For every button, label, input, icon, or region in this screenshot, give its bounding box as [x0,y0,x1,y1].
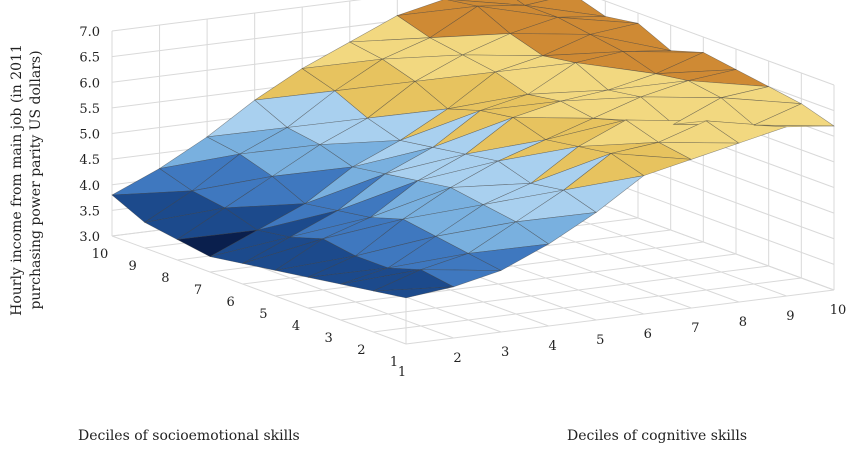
surface-facet [562,175,644,213]
cognitive-tick-label: 3 [501,345,509,360]
z-tick-label: 3.0 [79,230,100,245]
surface-facet [610,153,692,176]
x-axis-title: Deciles of cognitive skills [567,428,747,444]
surface [111,0,835,299]
cognitive-tick-label: 8 [739,315,747,330]
surface-facet [467,243,549,271]
surface-facet [420,269,502,288]
socioemotional-tick-label: 7 [194,283,202,298]
z-tick-label: 6.0 [79,76,100,91]
socioemotional-tick-label: 8 [161,271,169,286]
y-axis-title: Deciles of socioemotional skills [78,428,300,444]
surface-facet [516,0,549,6]
socioemotional-tick-label: 5 [259,307,267,322]
z-axis-title-line-2: purchasing power parity US dollars) [28,50,44,309]
surface-facet [658,142,739,160]
cognitive-tick-label: 2 [453,351,461,366]
cognitive-tick-label: 5 [596,333,604,348]
z-tick-label: 6.5 [79,51,100,66]
z-tick-label: 4.5 [79,153,100,168]
floor-gridline [373,277,802,333]
z-tick-label: 5.0 [79,128,100,143]
floor-gridline [111,235,407,345]
surface-facet [705,120,787,144]
socioemotional-tick-label: 4 [292,319,300,334]
socioemotional-tick-label: 3 [325,331,333,346]
z-tick-label: 4.0 [79,179,100,194]
z-axis-title-line-1: Hourly income from main job (in 2011 [9,44,25,316]
floor-gridline [405,289,835,345]
cognitive-tick-label: 9 [786,309,794,324]
floor-gridline [340,265,769,321]
socioemotional-tick-label: 9 [129,259,137,274]
surface-facet [515,212,597,245]
z-tick-label: 7.0 [79,25,100,40]
socioemotional-tick-label: 1 [390,355,398,370]
right-wall-gridline [601,0,835,86]
surface-facet [373,286,454,299]
cognitive-tick-label: 4 [549,339,557,354]
cognitive-tick-label: 1 [398,365,406,380]
tick-labels: 3.0 3.5 4.0 4.5 5.0 5.5 6.0 6.5 7.0 1 2 3 4 5 6 7 8 9 10 1 2… [79,25,846,380]
cognitive-tick-label: 6 [644,327,652,342]
z-tick-label: 5.5 [79,102,100,117]
floor-gridline [307,253,737,309]
left-wall-gridline [111,0,362,32]
axis-titles: Deciles of cognitive skills Deciles of s… [9,44,747,444]
socioemotional-tick-label: 2 [357,343,365,358]
cognitive-tick-label: 10 [830,303,847,318]
surface-facet [753,124,835,128]
z-tick-label: 3.5 [79,204,100,219]
socioemotional-tick-label: 10 [92,247,109,262]
cognitive-tick-label: 7 [691,321,699,336]
socioemotional-tick-label: 6 [227,295,235,310]
